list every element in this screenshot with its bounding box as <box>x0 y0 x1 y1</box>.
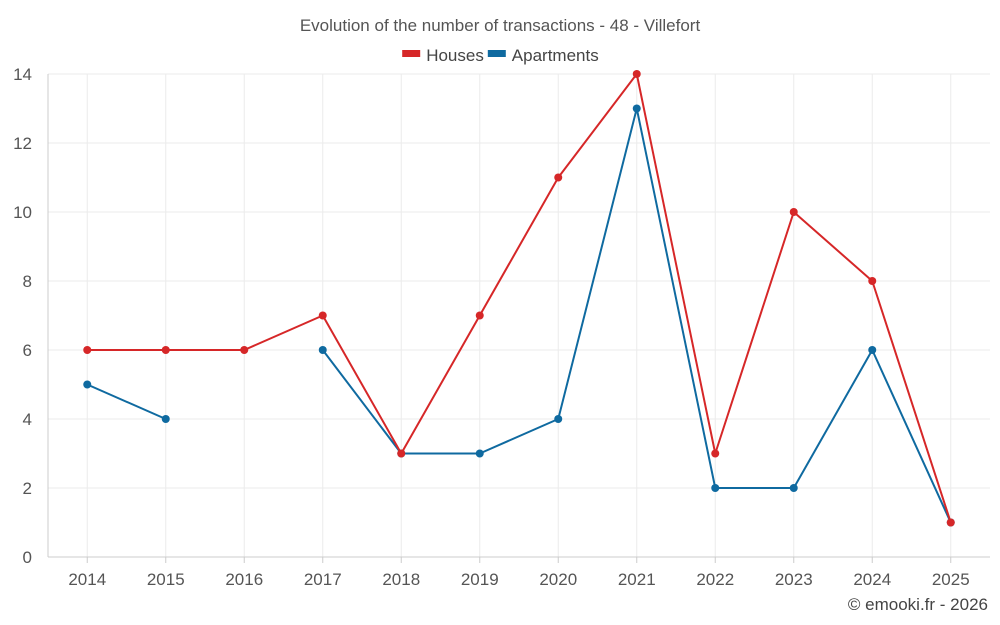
chart-title: Evolution of the number of transactions … <box>300 16 701 35</box>
data-point[interactable] <box>318 311 327 320</box>
data-point[interactable] <box>632 104 641 113</box>
x-tick-label: 2020 <box>539 570 577 589</box>
y-tick-label: 2 <box>23 479 32 498</box>
series-line <box>87 73 952 523</box>
legend-swatch <box>402 50 421 57</box>
x-tick-label: 2016 <box>225 570 263 589</box>
legend-swatch <box>487 50 506 57</box>
data-point[interactable] <box>789 484 798 492</box>
series-line <box>86 383 167 420</box>
legend: Houses Apartments <box>402 46 599 65</box>
x-tick-label: 2021 <box>618 570 656 589</box>
x-tick-label: 2018 <box>382 570 420 589</box>
data-point[interactable] <box>161 415 170 423</box>
y-tick-label: 4 <box>23 410 32 429</box>
y-tick-label: 8 <box>23 272 32 291</box>
data-point[interactable] <box>711 449 720 458</box>
data-point[interactable] <box>554 415 563 423</box>
data-point[interactable] <box>711 484 720 492</box>
data-point[interactable] <box>789 208 798 216</box>
data-point[interactable] <box>868 346 877 354</box>
x-tick-label: 2025 <box>932 570 970 589</box>
x-tick-label: 2019 <box>461 570 499 589</box>
data-point[interactable] <box>161 346 170 354</box>
y-tick-label: 6 <box>23 341 32 360</box>
x-tick-label: 2023 <box>775 570 813 589</box>
data-point[interactable] <box>868 277 877 285</box>
data-point[interactable] <box>83 380 92 389</box>
legend-item-apartments[interactable]: Apartments <box>487 46 599 65</box>
data-point[interactable] <box>475 449 484 458</box>
x-tick-label: 2022 <box>696 570 734 589</box>
data-point[interactable] <box>475 311 484 320</box>
data-point[interactable] <box>632 70 641 78</box>
series-apartments <box>83 104 955 527</box>
series-houses <box>83 70 955 527</box>
y-tick-label: 14 <box>13 65 32 84</box>
legend-label: Houses <box>426 46 484 65</box>
y-tick-label: 0 <box>23 548 32 567</box>
axes: 0 2 4 6 8 10 12 14 2014 2015 2016 2017 2018 2019 2020 2… <box>13 65 990 589</box>
x-tick-label: 2017 <box>304 570 342 589</box>
footer-credit: © emooki.fr - 2026 <box>848 595 988 614</box>
data-point[interactable] <box>83 346 92 354</box>
legend-label: Apartments <box>512 46 599 65</box>
x-tick-label: 2014 <box>68 570 106 589</box>
y-tick-label: 10 <box>13 203 32 222</box>
x-tick-label: 2015 <box>147 570 185 589</box>
y-tick-label: 12 <box>13 134 32 153</box>
data-point[interactable] <box>318 346 327 354</box>
gridlines <box>48 73 990 557</box>
data-point[interactable] <box>397 449 406 458</box>
x-tick-label: 2024 <box>853 570 891 589</box>
data-point[interactable] <box>946 518 955 527</box>
data-point[interactable] <box>240 346 249 354</box>
legend-item-houses[interactable]: Houses <box>402 46 484 65</box>
series-layer <box>83 70 955 527</box>
data-point[interactable] <box>554 173 563 182</box>
